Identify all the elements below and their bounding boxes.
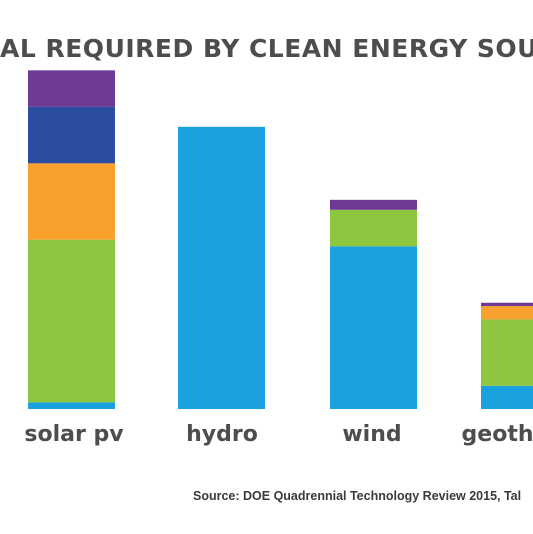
category-label-wind: wind [342,422,401,447]
bar-segment-solar-pv-2 [28,239,115,403]
bar-segment-wind-2 [330,209,417,247]
bar-segment-geothe-2 [481,319,533,386]
bar-segment-solar-pv-1 [28,402,115,409]
bar-segment-solar-pv-5 [28,70,115,107]
bar-segment-geothe-1 [481,385,533,409]
category-labels-group: solar pv hydro wind geothe [24,422,533,447]
category-label-hydro: hydro [186,422,258,447]
bar-segment-solar-pv-3 [28,163,115,240]
bar-segment-geothe-5 [481,302,533,307]
chart-title: AL REQUIRED BY CLEAN ENERGY SOU [0,34,533,63]
bar-segment-hydro-1 [178,126,265,410]
bar-segment-geothe-3 [481,306,533,320]
bar-segment-solar-pv-4 [28,106,115,164]
bars-group [28,70,533,410]
source-note: Source: DOE Quadrennial Technology Revie… [193,489,522,503]
category-label-geothe: geothe [462,422,533,447]
category-label-solar-pv: solar pv [24,422,124,447]
bar-segment-wind-1 [330,246,417,409]
bar-segment-wind-5 [330,199,417,210]
